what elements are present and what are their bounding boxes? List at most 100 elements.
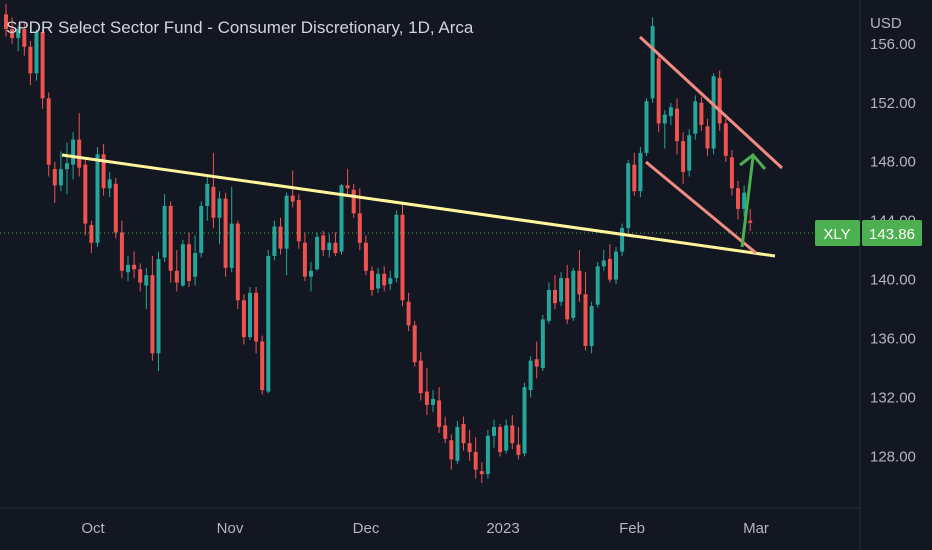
candle	[388, 270, 393, 290]
candle-body	[174, 270, 179, 283]
candle-body	[406, 301, 411, 326]
candle-body	[632, 164, 637, 192]
candle	[34, 29, 39, 81]
candle-body	[504, 425, 509, 451]
candle	[107, 172, 112, 198]
candle-body	[498, 426, 503, 453]
price-axis[interactable]: 156.00152.00148.00144.00140.00136.00132.…	[870, 36, 916, 466]
candle-body	[65, 163, 69, 170]
candle-body	[217, 198, 222, 218]
candle	[138, 263, 143, 292]
candle-body	[546, 289, 551, 321]
candle-body	[711, 76, 716, 149]
candle	[644, 98, 649, 156]
candle-body	[577, 270, 582, 295]
candle	[406, 292, 411, 332]
symbol-tag: XLY	[823, 226, 850, 243]
candle-body	[333, 242, 338, 254]
candle-body	[589, 306, 594, 346]
last-price-tag-bg	[862, 220, 922, 246]
candle-body	[656, 58, 661, 124]
time-axis[interactable]: Oct Nov Dec 2023 Feb Mar	[81, 520, 769, 537]
symbol-tag-bg	[815, 220, 860, 246]
candle	[235, 220, 240, 310]
candle	[431, 390, 435, 413]
candle-body	[681, 141, 686, 173]
candle-body	[16, 29, 21, 38]
candle-body	[34, 32, 39, 74]
candle	[284, 192, 289, 276]
candle-body	[40, 32, 45, 99]
candle-body	[534, 359, 539, 367]
candle-body	[150, 275, 155, 354]
candle	[382, 266, 387, 292]
candle-body	[345, 185, 350, 189]
candle-body	[351, 189, 356, 214]
candle	[321, 230, 326, 257]
candle-body	[101, 154, 106, 189]
candle	[180, 239, 185, 287]
candle	[650, 17, 655, 103]
currency-label: USD	[870, 15, 902, 32]
candle-body	[260, 341, 265, 391]
candle	[479, 462, 484, 483]
candle	[95, 146, 100, 248]
candle	[156, 251, 161, 371]
candle	[473, 437, 478, 479]
candle-body	[742, 192, 747, 209]
candle	[254, 286, 259, 354]
candle	[101, 144, 106, 196]
trendline[interactable]	[61, 153, 776, 258]
candle-body	[492, 426, 496, 436]
candle	[748, 208, 753, 231]
channel-upper-line[interactable]	[638, 35, 784, 170]
candle-body	[473, 452, 478, 470]
candle	[394, 210, 399, 283]
candle-body	[4, 14, 8, 30]
x-tick-label: Feb	[619, 520, 645, 537]
candle	[614, 247, 618, 285]
candle-body	[205, 183, 210, 206]
candle	[553, 275, 557, 310]
candle	[363, 235, 368, 276]
candle	[260, 335, 265, 395]
candle	[376, 267, 381, 293]
candle-body	[370, 270, 374, 290]
candle-body	[58, 169, 63, 186]
channel-lower-line[interactable]	[645, 160, 757, 255]
candle	[16, 26, 21, 52]
forecast-arrow[interactable]	[740, 156, 755, 248]
candle	[601, 250, 606, 271]
candle-body	[235, 223, 240, 301]
candle	[589, 301, 594, 354]
candle-body	[315, 236, 320, 270]
candle-body	[607, 258, 612, 280]
candle	[620, 223, 625, 257]
candle	[193, 235, 198, 286]
candle	[699, 96, 704, 131]
candle-body	[278, 226, 283, 249]
candle	[248, 286, 252, 341]
candle	[229, 186, 234, 273]
candle-body	[443, 425, 448, 439]
candle-body	[28, 46, 33, 74]
candle	[351, 183, 356, 218]
chart-title: SPDR Select Sector Fund - Consumer Discr…	[6, 18, 474, 37]
candle-body	[559, 278, 564, 302]
candle	[565, 264, 570, 324]
candle	[437, 387, 442, 433]
candle	[626, 160, 631, 233]
candle-body	[10, 29, 15, 38]
candle-body	[528, 360, 533, 391]
candle-body	[162, 205, 167, 258]
candle	[211, 152, 216, 229]
y-tick-label: 156.00	[870, 36, 916, 53]
candle-body	[272, 226, 277, 257]
x-tick-label: Dec	[353, 520, 380, 537]
candle	[467, 429, 472, 461]
candle-body	[400, 214, 405, 301]
candle-body	[424, 391, 429, 405]
candle	[333, 232, 338, 257]
